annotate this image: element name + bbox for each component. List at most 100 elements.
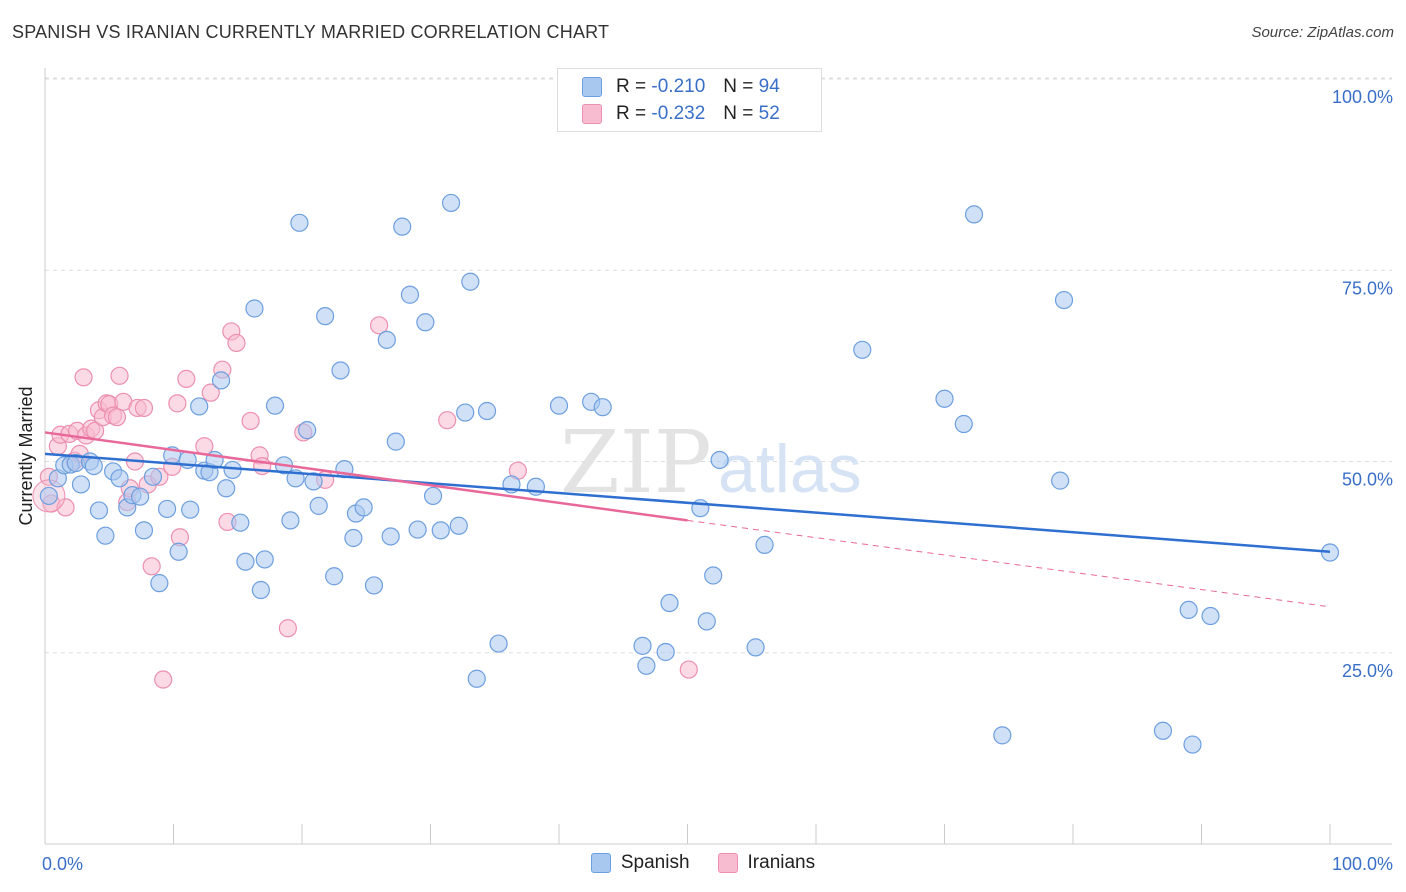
iranian-point — [227, 333, 246, 353]
spanish-point — [431, 521, 450, 540]
spanish-point — [386, 432, 405, 451]
spanish-point — [449, 516, 468, 535]
spanish-n-label: N = — [723, 76, 754, 97]
iranian-point — [679, 660, 698, 679]
spanish-point — [704, 566, 723, 585]
spanish-point — [637, 656, 656, 675]
spanish-point — [1153, 721, 1173, 740]
y-tick-label: 25.0% — [1342, 661, 1393, 681]
spanish-point — [441, 193, 461, 213]
iranian-legend-label: Iranians — [747, 852, 816, 873]
spanish-point — [660, 593, 679, 613]
iranian-point — [278, 619, 297, 638]
bottom-legend-iranians[interactable]: Iranians — [717, 852, 816, 874]
iranian-n-label: N = — [723, 103, 754, 124]
iranian-point — [154, 670, 173, 689]
spanish-point — [1179, 600, 1198, 620]
spanish-point — [181, 500, 200, 519]
spanish-point — [489, 634, 508, 653]
spanish-point — [190, 397, 209, 416]
spanish-point — [1183, 735, 1202, 754]
spanish-r-label: R = — [616, 76, 647, 97]
bottom-legend-spanish[interactable]: Spanish — [590, 852, 690, 874]
spanish-point — [381, 527, 400, 546]
spanish-point — [467, 669, 486, 688]
spanish-point — [710, 450, 729, 470]
spanish-point — [255, 550, 274, 569]
y-tick-label: 75.0% — [1342, 278, 1393, 298]
spanish-point — [110, 469, 129, 488]
iranian-trend-extension — [687, 519, 1331, 608]
spanish-point — [169, 542, 188, 561]
source-label: Source: ZipAtlas.com — [1251, 24, 1394, 41]
legend-row-iranians: R = -0.232 N = 52 — [582, 101, 780, 127]
spanish-point — [935, 389, 954, 408]
spanish-point — [316, 307, 335, 326]
spanish-point — [746, 638, 765, 657]
spanish-point — [593, 398, 612, 417]
spanish-point — [633, 636, 652, 655]
spanish-point — [1201, 606, 1220, 626]
spanish-point — [364, 576, 384, 595]
chart-title: SPANISH VS IRANIAN CURRENTLY MARRIED COR… — [12, 22, 610, 42]
spanish-point — [143, 467, 163, 486]
spanish-point — [157, 499, 177, 519]
spanish-point — [309, 496, 328, 515]
y-tick-label: 100.0% — [1332, 87, 1393, 107]
spanish-point — [461, 272, 480, 291]
spanish-point — [408, 520, 427, 539]
spanish-point — [290, 213, 309, 232]
spanish-trend-line — [44, 452, 1331, 554]
spanish-point — [1054, 290, 1074, 310]
iranian-point — [241, 411, 260, 431]
watermark-zip: ZIP — [560, 413, 712, 513]
iranian-trend-line — [44, 431, 688, 522]
spanish-legend-label: Spanish — [620, 852, 690, 873]
spanish-point — [130, 487, 150, 506]
spanish-point — [304, 472, 323, 491]
spanish-point — [71, 475, 91, 494]
iranian-point — [110, 366, 129, 385]
spanish-point — [265, 396, 285, 415]
spanish-point — [245, 299, 264, 318]
y-axis-label: Currently Married — [16, 386, 36, 525]
iranian-swatch — [582, 104, 602, 124]
spanish-n-value: 94 — [758, 76, 780, 97]
spanish-point — [954, 414, 973, 434]
spanish-point — [656, 642, 675, 662]
spanish-point — [344, 528, 363, 548]
spanish-point — [281, 511, 300, 530]
axes — [44, 68, 1392, 845]
spanish-point — [211, 371, 231, 390]
trend-lines — [44, 431, 1331, 608]
iranian-point — [177, 369, 196, 388]
iranian-point — [56, 498, 75, 517]
spanish-point — [231, 513, 250, 532]
iranian-point — [134, 398, 154, 418]
spanish-legend-swatch — [590, 853, 611, 873]
y-tick-label: 50.0% — [1342, 470, 1393, 490]
x-tick-label-max: 100.0% — [1332, 854, 1393, 874]
spanish-point — [223, 460, 242, 480]
spanish-point — [251, 580, 270, 600]
iranian-r-value: -0.232 — [651, 103, 706, 124]
iranian-r-label: R = — [616, 103, 647, 124]
spanish-point — [755, 535, 774, 554]
legend-row-spanish: R = -0.210 N = 94 — [582, 74, 780, 100]
spanish-point — [354, 498, 373, 517]
spanish-point — [964, 205, 984, 224]
iranian-point — [107, 408, 127, 427]
iranian-point — [201, 383, 220, 402]
spanish-point — [331, 361, 350, 380]
iranian-legend-swatch — [717, 853, 738, 873]
spanish-point — [325, 567, 344, 586]
bottom-legend: Spanish Iranians — [0, 852, 1406, 874]
watermark-atlas: atlas — [718, 431, 862, 507]
spanish-point — [393, 217, 412, 236]
iranian-point — [168, 394, 187, 413]
iranian-point — [142, 557, 161, 576]
spanish-point — [456, 403, 475, 422]
spanish-point — [477, 401, 497, 421]
spanish-point — [134, 521, 154, 540]
spanish-point — [1320, 543, 1340, 562]
